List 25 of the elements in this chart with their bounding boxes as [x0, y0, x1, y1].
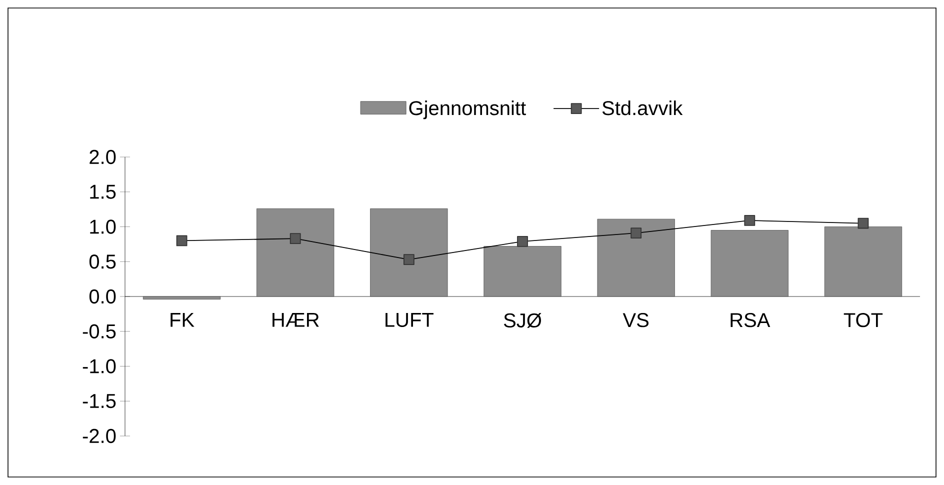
- legend-label: Std.avvik: [602, 100, 683, 116]
- y-tick-label: -1.0: [82, 359, 116, 374]
- x-tick-label: SJØ: [504, 313, 542, 328]
- legend-label: Gjennomsnitt: [409, 100, 526, 120]
- y-tick-label: 2.0: [90, 150, 116, 164]
- x-tick-label: TOT: [844, 313, 883, 328]
- x-tick-label: FK: [170, 313, 194, 327]
- bar: [256, 208, 334, 297]
- bar: [484, 246, 562, 297]
- y-tick-label: 0.0: [89, 289, 116, 304]
- y-tick-label: 1.0: [90, 220, 116, 234]
- x-tick-label: RSA: [730, 313, 770, 328]
- y-tick-label: -0.5: [82, 324, 116, 338]
- y-tick-label: -1.5: [82, 394, 116, 408]
- x-tick-label: LUFT: [386, 313, 434, 327]
- y-tick-label: -2.0: [82, 428, 116, 444]
- bar: [597, 218, 675, 297]
- bar: [710, 230, 788, 297]
- y-tick-label: 1.5: [90, 184, 116, 199]
- x-tick-label: HÆR: [272, 313, 319, 327]
- y-tick-label: 0.5: [89, 254, 116, 269]
- x-tick-label: VS: [622, 313, 648, 328]
- bar: [370, 208, 448, 297]
- bar: [142, 296, 221, 300]
- bar: [824, 226, 902, 297]
